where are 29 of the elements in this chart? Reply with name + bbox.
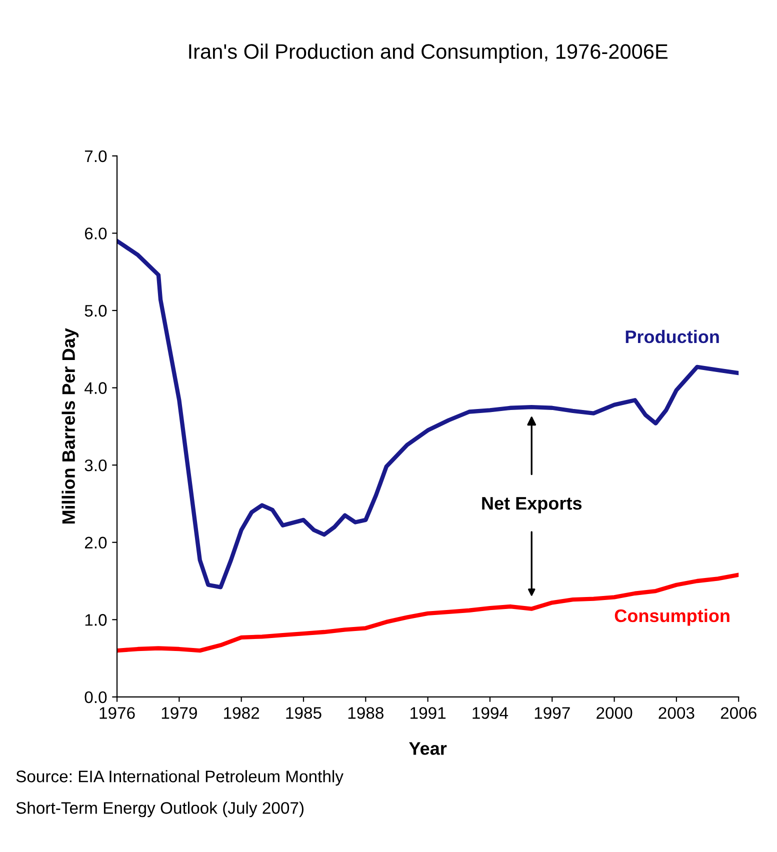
series-label: Production [626,330,719,344]
x-tick-label: 1997 [534,707,570,719]
chart-title: Iran's Oil Production and Consumption, 1976-2006E [189,44,668,64]
x-tick-label: 1988 [348,707,384,719]
y-tick-label: 2.0 [84,536,107,549]
source-note: Source: EIA International Petroleum Monthly [16,770,344,786]
y-tick-label: 7.0 [84,150,107,162]
x-tick-label: 1976 [100,707,135,719]
x-axis-title: Year [409,742,447,755]
x-tick-label: 2000 [596,707,632,719]
x-tick-label: 1982 [224,707,260,719]
x-tick-label: 1994 [472,707,508,719]
y-axis-title: Million Barrels Per Day [62,328,79,524]
y-tick-label: 1.0 [85,614,107,626]
x-tick-label: 2003 [658,707,694,719]
y-tick-label: 0.0 [84,691,107,704]
annotation: Net Exports [482,497,582,514]
line-series [117,238,739,590]
line-series [117,572,739,653]
text: Short-Term Energy Outlook (July 2007) [16,802,304,818]
y-tick-label: 5.0 [84,304,107,317]
y-tick-label: 3.0 [84,459,107,472]
x-tick-label: 1985 [286,707,322,719]
series-label: Consumption [614,608,730,626]
y-tick-label: 4.0 [84,382,107,394]
x-tick-label: 1991 [410,707,446,719]
x-tick-label: 2006 [720,707,756,719]
y-tick-label: 6.0 [84,228,107,240]
x-tick-label: 1979 [162,707,197,719]
